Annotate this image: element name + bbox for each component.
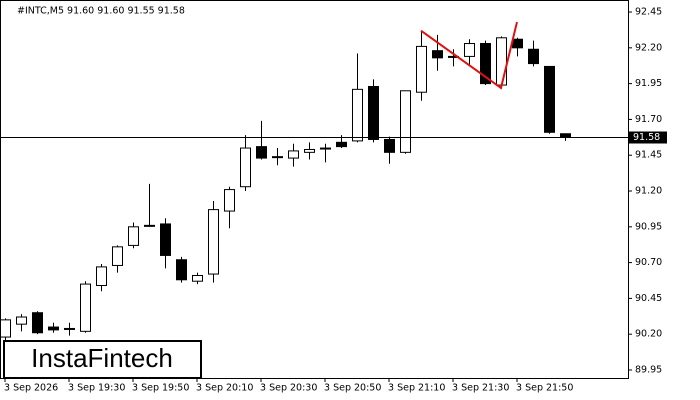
x-tick-label: 3 Sep 20:50 [324,383,381,394]
y-tick-label: 90.70 [635,257,662,268]
current-price-box [629,131,667,144]
logo: InstaFintech [31,343,173,373]
candle-body [48,326,59,331]
candle-body [320,147,331,150]
y-tick-label: 92.20 [635,42,662,53]
current-price-label: 91.58 [633,132,660,143]
x-tick-label: 3 Sep 19:50 [132,383,189,394]
y-tick-label: 92.45 [635,7,662,18]
x-tick-label: 3 Sep 20:10 [196,383,253,394]
candle-body [224,189,235,212]
y-tick-label: 90.20 [635,329,662,340]
y-tick-label: 89.95 [635,364,662,375]
candle-body [128,226,139,246]
candle-body [528,48,539,65]
candle-body [256,146,267,159]
logo-box [3,340,202,379]
candle-body [0,319,11,338]
candle-body [112,246,123,266]
x-tick-label: 3 Sep 21:50 [516,383,573,394]
candle-body [192,274,203,282]
candle-body [496,37,507,86]
x-tick-label: 3 Sep 21:10 [388,383,445,394]
candle-body [400,90,411,153]
candle-body [560,133,571,138]
candle-body [32,312,43,334]
candle-body [464,43,475,57]
candle-body [384,138,395,153]
candle-body [144,224,155,227]
y-tick-label: 91.70 [635,114,662,125]
chart-title: #INTC,M5 91.60 91.60 91.55 91.58 [17,6,185,17]
y-tick-label: 90.45 [635,293,662,304]
candle-body [480,43,491,85]
plot-frame [0,0,629,379]
candle-body [432,50,443,59]
x-tick-label: 3 Sep 20:30 [260,383,317,394]
candle-body [272,156,283,159]
candle-body [96,266,107,287]
candle-body [16,316,27,325]
candle-body [304,148,315,153]
candle-body [64,327,75,330]
candle-body [160,223,171,256]
y-tick-label: 91.95 [635,78,662,89]
candle-body [288,150,299,159]
candle-body [512,38,523,49]
y-tick-label: 91.20 [635,186,662,197]
x-tick-label: 3 Sep 19:30 [68,383,125,394]
candle-body [352,88,363,142]
y-tick-label: 90.95 [635,221,662,232]
candle-body [416,45,427,93]
candle-body [368,85,379,140]
pattern-line [420,21,518,90]
y-tick-label: 91.45 [635,150,662,161]
candle-body [240,147,251,188]
candle-body [176,259,187,281]
candle-body [336,141,347,148]
candle-body [544,65,555,133]
x-tick-label: 3 Sep 21:30 [452,383,509,394]
candle-body [208,209,219,275]
candle-body [80,283,91,332]
x-tick-label: 3 Sep 2026 [4,383,58,394]
